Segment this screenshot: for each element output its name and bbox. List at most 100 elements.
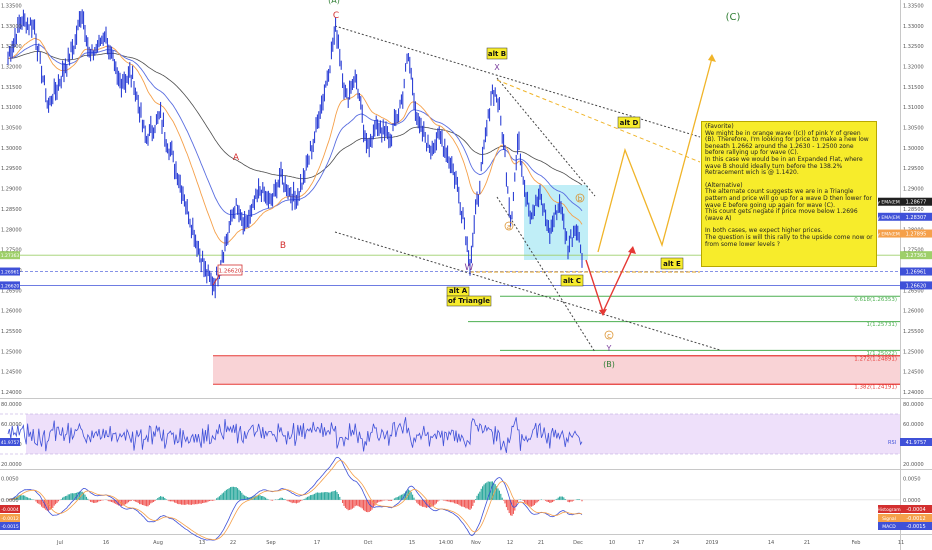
y-tick-label: 1.27500	[903, 248, 924, 254]
y-tick-label: 1.29000	[903, 187, 924, 193]
price-tag-box	[900, 281, 932, 290]
price-tag-box	[900, 267, 932, 276]
ema-tag-label: My EMA(EMA)	[873, 232, 904, 238]
note-alt-title: (Alternative)	[705, 181, 743, 189]
ema-tag-label: My EMA(EMA)	[873, 200, 904, 206]
note-paragraph: The question is will this rally to the u…	[705, 233, 875, 248]
yellow-tag-box	[446, 295, 492, 307]
note-paragraph: The alternate count suggests we are in a…	[705, 188, 874, 209]
yellow-tag-box	[560, 274, 584, 287]
macd-tag-label: MACD	[882, 524, 896, 530]
price-tag-box	[900, 229, 932, 238]
y-tick-label: 1.28000	[1, 227, 22, 233]
y-tick-label: 1.25000	[903, 349, 924, 355]
x-tick-label: 21	[804, 540, 810, 546]
y-tick-label: 1.33000	[1, 24, 22, 30]
rsi-band	[26, 414, 900, 454]
y-tick-label: 1.25500	[1, 329, 22, 335]
price-tag-box	[0, 251, 20, 260]
y-tick-label: 1.32000	[903, 65, 924, 71]
wave-label: X	[494, 63, 500, 72]
wave-label: (B)	[603, 360, 615, 369]
wave-circle	[504, 221, 514, 231]
macd-tag-box	[0, 514, 20, 522]
target-zone	[213, 355, 900, 385]
price-tag-value: 1.28307	[906, 215, 927, 221]
y-tick-label: 1.33500	[903, 4, 924, 10]
channel-lower-line	[334, 231, 721, 351]
macd-tag-value: -0.0015	[1, 524, 19, 530]
macd-tag-box	[900, 522, 932, 530]
y-tick-label: 1.32500	[1, 44, 22, 50]
macd-tag-box	[878, 514, 900, 522]
x-tick-label: 17	[314, 540, 320, 546]
wedge-line	[496, 77, 596, 197]
x-tick-label: Sep	[266, 540, 275, 546]
x-tick-label: Aug	[153, 540, 163, 546]
note-title: (Favorite)	[705, 123, 734, 130]
y-tick-label: 1.33500	[1, 4, 22, 10]
rsi-tick-label: 20.0000	[1, 462, 22, 468]
y-tick-label: 1.28500	[903, 207, 924, 213]
price-tag-value: 1.27363	[1, 253, 20, 259]
y-tick-label: 1.31000	[1, 105, 22, 111]
macd-tick-label: 0.0050	[903, 477, 921, 483]
x-tick-label: Nov	[471, 540, 481, 546]
macd-tag-value: -0.0012	[1, 516, 19, 522]
x-tick-label: 11	[898, 540, 904, 546]
y-tick-label: 1.26500	[1, 288, 22, 294]
projection-arrowhead	[708, 54, 716, 62]
x-tick-label: 22	[230, 540, 236, 546]
x-tick-label: 16	[103, 540, 109, 546]
fib-level-label: 1(1.25022)	[866, 351, 897, 357]
wave-label: A	[233, 153, 240, 163]
price-tag-value: 1.28677	[906, 200, 927, 206]
macd-tag-label: Histogram	[877, 507, 900, 513]
yellow-tag-label: alt E	[663, 260, 681, 268]
x-tick-label: 14:00	[439, 540, 453, 546]
ema-slow-line	[7, 50, 583, 186]
y-tick-label: 1.24000	[903, 390, 924, 396]
rsi-tag-value: 41.9757	[906, 440, 927, 446]
macd-tag-box	[878, 522, 900, 530]
y-tick-label: 1.31500	[903, 85, 924, 91]
x-tick-label: 13	[199, 540, 205, 546]
wave-label: a	[507, 223, 511, 231]
macd-tick-label: 0.0000	[1, 498, 19, 504]
y-tick-label: 1.29000	[1, 187, 22, 193]
y-tick-label: 1.25000	[1, 349, 22, 355]
macd-tag-value: -0.0004	[1, 507, 19, 513]
macd-tag-label: Signal	[882, 516, 896, 522]
wave-label: B	[280, 241, 286, 251]
y-tick-label: 1.29500	[903, 166, 924, 172]
yellow-tag-label: alt B	[488, 50, 506, 58]
wedge-line	[496, 196, 596, 353]
rsi-tick-label: 80.0000	[1, 402, 22, 408]
macd-tag-value: -0.0015	[906, 524, 925, 530]
price-tag-box	[0, 281, 20, 290]
y-tick-label: 1.30500	[1, 126, 22, 132]
x-tick-label: 21	[538, 540, 544, 546]
rsi-line	[7, 417, 583, 453]
alt-projection-path	[597, 57, 713, 253]
x-tick-label: 12	[507, 540, 513, 546]
ema-tag-box	[878, 197, 900, 206]
y-tick-label: 1.24000	[1, 390, 22, 396]
ema-tag-label: My EMA(EMA)	[873, 215, 904, 221]
low-marker-label: 1.26620	[219, 269, 242, 275]
y-tick-label: 1.28500	[1, 207, 22, 213]
wave-label: (C)	[726, 12, 741, 23]
consolidation-box	[524, 185, 588, 260]
wave-circle	[575, 193, 585, 203]
y-tick-label: 1.32500	[903, 44, 924, 50]
yellow-tag-label: alt A	[449, 287, 468, 295]
price-tag-value: 1.26961	[1, 270, 20, 276]
x-tick-label: Dec	[573, 540, 583, 546]
price-tag-value: 1.27895	[906, 232, 927, 238]
wave-label: (A)	[328, 0, 340, 5]
price-tag-box	[0, 267, 20, 276]
y-tick-label: 1.31500	[1, 85, 22, 91]
x-tick-label: Feb	[852, 540, 861, 546]
projection-arrowhead	[628, 246, 636, 254]
